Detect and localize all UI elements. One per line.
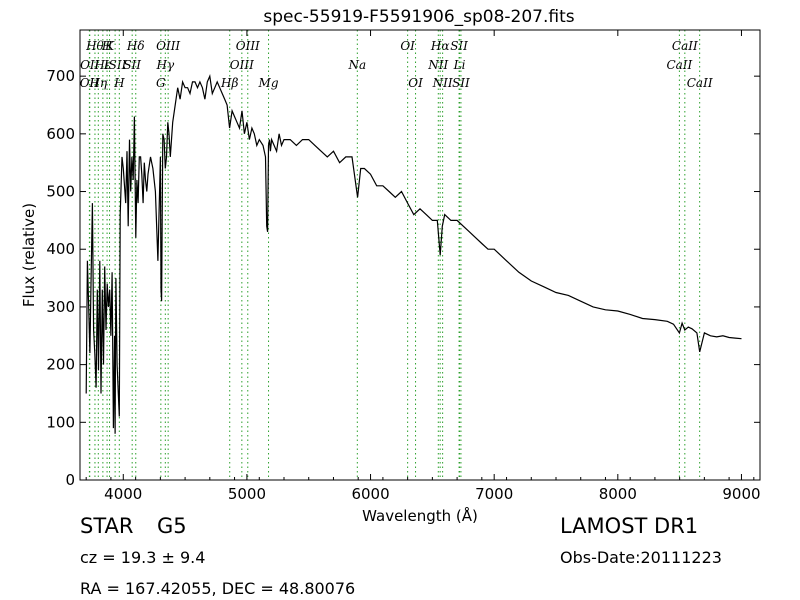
y-tick-label: 600 — [46, 125, 75, 143]
y-axis-label: Flux (relative) — [20, 203, 38, 307]
y-tick-label: 100 — [46, 413, 75, 431]
survey-label: LAMOST DR1 — [560, 514, 699, 538]
spectral-line-label: Mg — [258, 76, 279, 90]
object-subclass-label: G5 — [157, 514, 187, 538]
spectral-line-label: H — [113, 76, 125, 90]
spectral-line-label: Hδ — [126, 39, 145, 53]
object-class-label: STAR — [80, 514, 134, 538]
spectral-line-label: Hη — [88, 76, 107, 90]
spectral-line-label: OIII — [156, 39, 180, 53]
x-tick-label: 7000 — [475, 485, 513, 503]
spectral-line-label: OI — [400, 39, 415, 53]
y-tick-label: 200 — [46, 356, 75, 374]
spectral-line-label: NII — [432, 76, 453, 90]
spectral-line-label: OI — [408, 76, 423, 90]
spectral-line-label: SII — [452, 76, 470, 90]
y-tick-label: 300 — [46, 298, 75, 316]
chart-title: spec-55919-F5591906_sp08-207.fits — [263, 7, 574, 27]
spectral-line-label: NII — [427, 58, 448, 72]
spectral-line-label: SII — [123, 58, 141, 72]
coordinates-text: RA = 167.42055, DEC = 48.80076 — [80, 579, 356, 598]
x-tick-label: 5000 — [228, 485, 266, 503]
spectral-line-label: Li — [453, 58, 466, 72]
spectral-line-label: CaII — [687, 76, 713, 90]
x-axis-ticks: 4000 5000 6000 7000 8000 9000 — [85, 30, 761, 503]
spectral-line-label: Hθ — [85, 39, 104, 53]
x-tick-label: 9000 — [722, 485, 760, 503]
spectral-line-label: Hβ — [220, 76, 238, 90]
spectral-line-label: CaII — [672, 39, 698, 53]
spectral-line-label: CaII — [666, 58, 692, 72]
x-axis-label: Wavelength (Å) — [362, 506, 478, 525]
spectral-line-label: G — [156, 76, 166, 90]
spectral-line-label: OII — [80, 76, 100, 90]
spectral-line-markers: OIIOIIHθHηHεHKISIIHSIIHδGHγOIIIHβOIIIOII… — [80, 30, 713, 480]
spectral-line-label: ISII — [103, 58, 127, 72]
spectrum-series-line — [85, 74, 742, 434]
observation-date-text: Obs-Date:20111223 — [560, 548, 722, 567]
spectral-line-label: OIII — [230, 58, 254, 72]
plot-frame — [79, 29, 761, 481]
spectral-line-label: Hγ — [155, 58, 174, 72]
y-tick-label: 700 — [46, 67, 75, 85]
y-tick-label: 500 — [46, 183, 75, 201]
spectral-line-label: Hα — [430, 39, 450, 53]
spectral-line-label: SII — [450, 39, 468, 53]
spectral-line-label: OIII — [236, 39, 260, 53]
spectral-line-label: Na — [347, 58, 366, 72]
spectral-line-label: K — [104, 39, 115, 53]
x-tick-label: 8000 — [599, 485, 637, 503]
x-tick-label: 4000 — [104, 485, 142, 503]
y-tick-label: 400 — [46, 240, 75, 258]
y-tick-label: 0 — [65, 471, 75, 489]
y-axis-ticks: 0 100 200 300 400 500 600 700 — [46, 67, 760, 489]
x-tick-label: 6000 — [351, 485, 389, 503]
redshift-text: cz = 19.3 ± 9.4 — [80, 548, 206, 567]
